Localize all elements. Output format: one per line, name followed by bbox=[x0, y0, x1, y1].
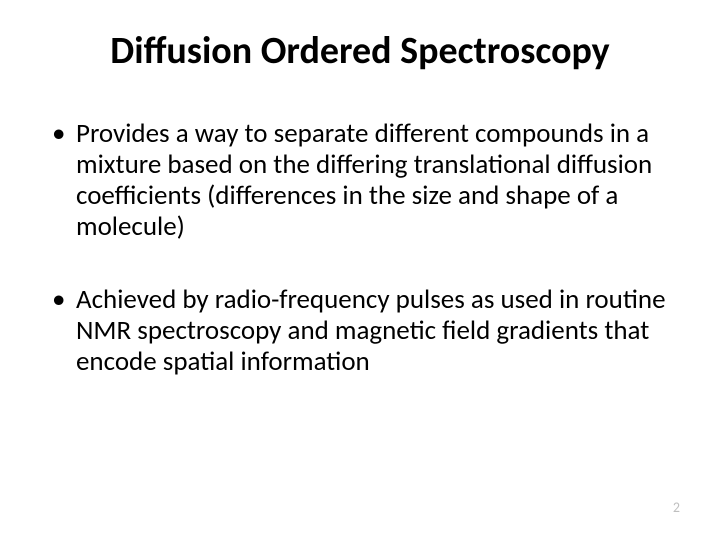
slide: Diffusion Ordered Spectroscopy Provides … bbox=[0, 0, 720, 540]
bullet-item: Provides a way to separate different com… bbox=[48, 118, 672, 242]
slide-title: Diffusion Ordered Spectroscopy bbox=[48, 28, 672, 74]
bullet-item: Achieved by radio-frequency pulses as us… bbox=[48, 284, 672, 377]
bullet-list: Provides a way to separate different com… bbox=[48, 118, 672, 377]
page-number: 2 bbox=[673, 499, 680, 516]
